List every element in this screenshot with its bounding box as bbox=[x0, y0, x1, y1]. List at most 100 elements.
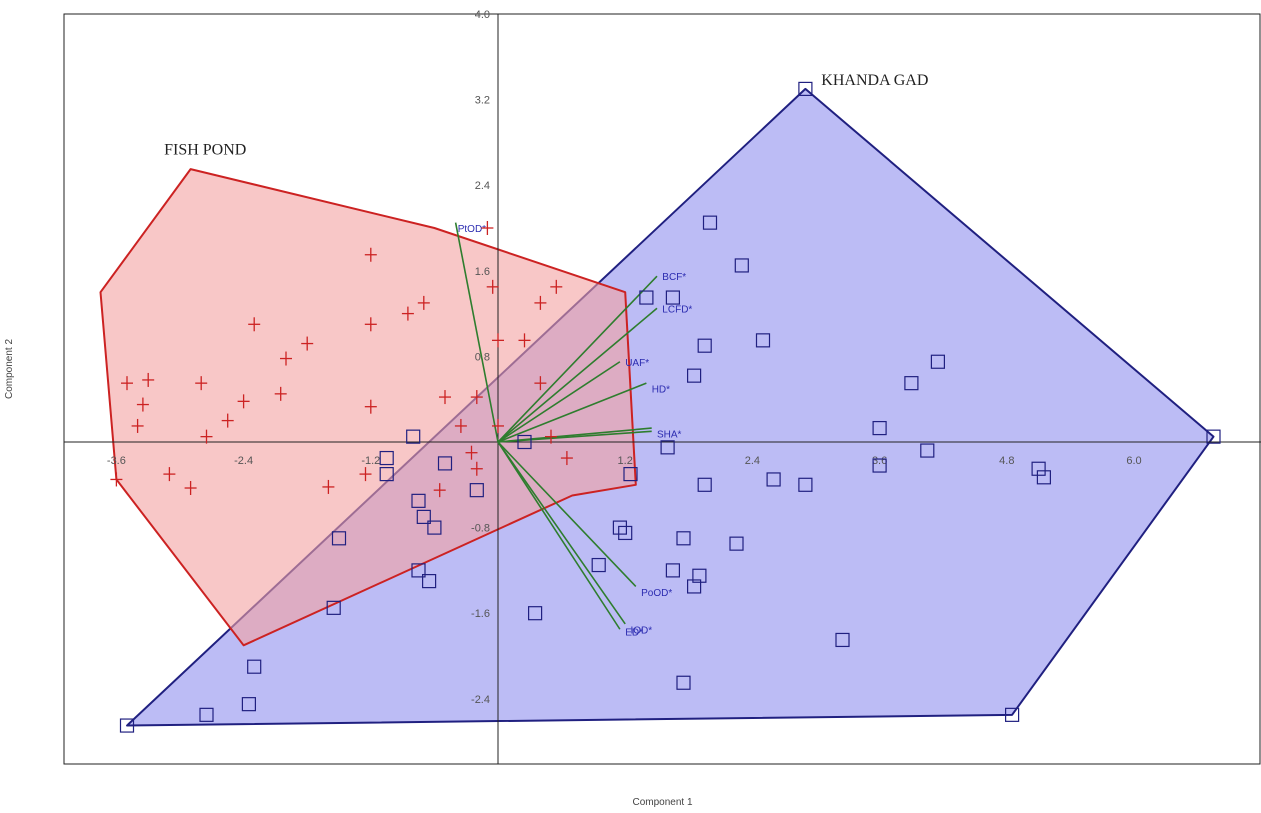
fish-pond-point bbox=[136, 397, 149, 412]
loading-vector bbox=[497, 382, 647, 443]
fish-pond-point bbox=[110, 472, 123, 487]
fish-pond-point bbox=[364, 247, 377, 262]
x-tick-label: 1.2 bbox=[618, 455, 633, 467]
loading-vector bbox=[497, 430, 652, 443]
fish-pond-point bbox=[142, 372, 155, 387]
khanda-gad-point bbox=[702, 215, 718, 230]
khanda-gad-point bbox=[612, 520, 628, 535]
khanda-gad-point bbox=[697, 338, 712, 353]
fish-pond-point bbox=[401, 306, 414, 321]
khanda-gad-point bbox=[422, 573, 437, 589]
fish-pond-point bbox=[301, 336, 314, 351]
fish-pond-point bbox=[454, 418, 467, 433]
x-tick-label: -1.2 bbox=[361, 455, 380, 467]
vector-label: LCFD* bbox=[662, 304, 692, 315]
fish-pond-point bbox=[417, 295, 430, 310]
khanda-gad-point bbox=[469, 483, 484, 498]
fish-pond-point bbox=[534, 376, 547, 391]
y-tick-label: -0.8 bbox=[471, 523, 490, 535]
loading-vector bbox=[497, 441, 637, 588]
x-tick-label: 4.8 bbox=[999, 455, 1014, 467]
fish-pond-point bbox=[518, 333, 531, 348]
khanda-gad-point bbox=[411, 563, 426, 578]
khanda-gad-point bbox=[872, 420, 887, 436]
khanda-gad-point bbox=[665, 563, 681, 578]
loading-vector bbox=[497, 441, 626, 625]
fish-pond-point bbox=[195, 376, 208, 391]
loading-vector bbox=[497, 361, 621, 443]
fish-pond-point bbox=[184, 481, 197, 496]
khanda-gad-point bbox=[686, 368, 702, 383]
fish-pond-point bbox=[470, 461, 483, 476]
fish-pond-point bbox=[163, 467, 176, 482]
khanda-gad-point bbox=[676, 675, 691, 690]
khanda-gad-point bbox=[119, 718, 135, 733]
khanda-gad-point bbox=[247, 659, 262, 674]
khanda-gad-point bbox=[798, 477, 813, 492]
khanda-gad-point bbox=[517, 434, 532, 450]
vector-label: PoOD* bbox=[641, 588, 672, 599]
fish-pond-point bbox=[364, 399, 377, 414]
khanda-gad-point bbox=[241, 697, 256, 712]
khanda-gad-point bbox=[734, 258, 749, 273]
khanda-gad-point bbox=[379, 467, 394, 482]
khanda-gad-point bbox=[697, 477, 712, 492]
fish-pond-point bbox=[534, 295, 547, 310]
loading-vector bbox=[497, 307, 658, 443]
x-tick-label: -3.6 bbox=[107, 455, 126, 467]
fish-pond-point bbox=[486, 279, 499, 294]
khanda-gad-point bbox=[379, 450, 394, 466]
khanda-gad-point bbox=[591, 557, 606, 573]
khanda-gad-point bbox=[798, 81, 813, 97]
fish-pond-point bbox=[221, 413, 234, 428]
loading-vector bbox=[497, 441, 621, 630]
x-tick-label: 3.6 bbox=[872, 455, 887, 467]
fish-pond-point bbox=[470, 390, 483, 405]
plot-frame bbox=[63, 13, 1261, 765]
fish-pond-point bbox=[545, 429, 557, 444]
khanda-gad-point bbox=[326, 600, 341, 615]
fish-pond-point bbox=[550, 279, 563, 294]
khanda-gad-point bbox=[416, 509, 431, 524]
x-tick-label: 6.0 bbox=[1126, 455, 1141, 467]
khanda-gad-point bbox=[1206, 429, 1221, 444]
khanda-gad-point bbox=[411, 493, 426, 508]
fish-pond-point bbox=[359, 467, 372, 482]
vector-label: BCF* bbox=[662, 272, 686, 283]
loading-vector bbox=[497, 275, 658, 443]
khanda-gad-point bbox=[527, 606, 543, 621]
khanda-gad-point bbox=[199, 707, 214, 722]
khanda-gad-point bbox=[639, 290, 654, 305]
group-label: FISH POND bbox=[164, 141, 246, 158]
fish-pond-point bbox=[560, 451, 573, 466]
y-tick-label: -2.4 bbox=[471, 694, 490, 706]
khanda-gad-point bbox=[1004, 707, 1020, 722]
vector-label: PtOD* bbox=[458, 224, 486, 235]
khanda-gad-point bbox=[692, 568, 707, 583]
fish-pond-point bbox=[274, 386, 287, 401]
khanda-gad-point bbox=[920, 443, 935, 458]
khanda-gad-point bbox=[729, 536, 744, 551]
fish-pond-point bbox=[237, 394, 250, 409]
khanda-gad-point bbox=[676, 531, 691, 546]
khanda-gad-point bbox=[618, 525, 633, 541]
khanda-gad-point bbox=[930, 354, 946, 369]
y-tick-label: 1.6 bbox=[475, 266, 490, 278]
khanda-gad-point bbox=[623, 467, 638, 482]
fish-pond-point bbox=[131, 418, 144, 433]
y-axis-title: Component 2 bbox=[4, 339, 15, 399]
khanda-gad-point bbox=[1036, 470, 1052, 485]
vector-label: SHA* bbox=[657, 429, 682, 440]
khanda-gad-point bbox=[872, 458, 887, 473]
khanda-gad-point bbox=[755, 333, 771, 348]
fish-pond-point bbox=[121, 376, 133, 391]
khanda-gad-point bbox=[686, 579, 702, 594]
fish-pond-point bbox=[492, 333, 504, 348]
x-axis-title: Component 1 bbox=[632, 797, 692, 808]
fish-pond-point bbox=[465, 445, 478, 460]
y-tick-label: 3.2 bbox=[475, 95, 490, 107]
khanda-gad-point bbox=[835, 632, 850, 648]
loading-vector bbox=[454, 222, 499, 443]
